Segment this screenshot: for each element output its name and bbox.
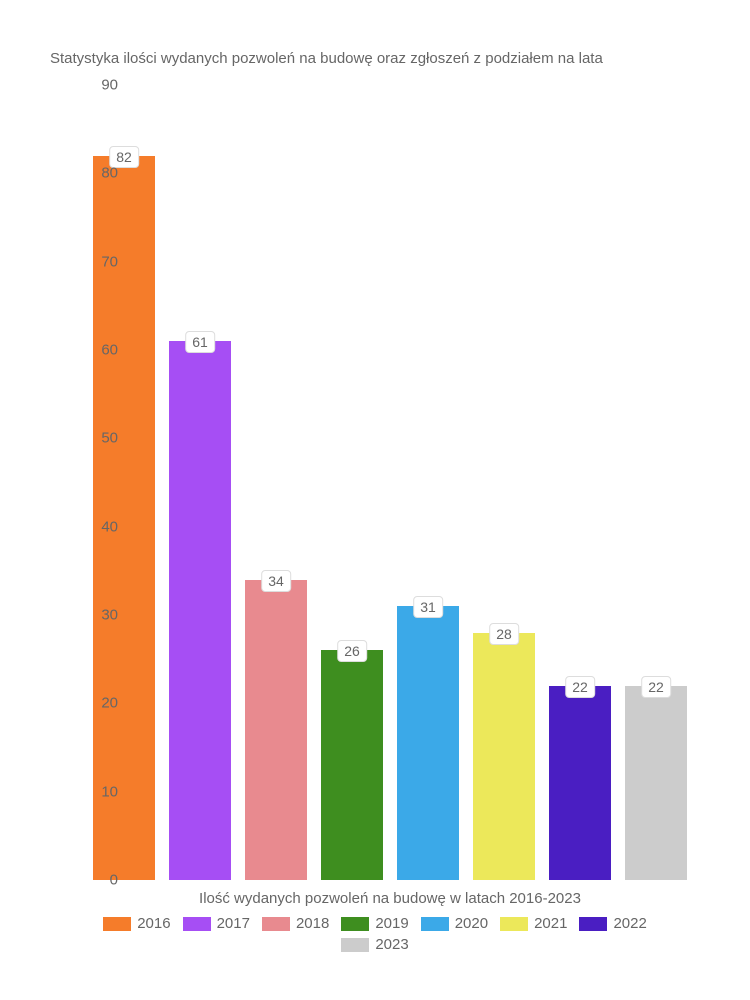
value-label-2018: 34 <box>261 570 291 592</box>
legend-label: 2019 <box>375 915 408 932</box>
legend-label: 2020 <box>455 915 488 932</box>
y-tick-label: 90 <box>101 77 118 94</box>
legend-item-2017: 2017 <box>183 915 250 932</box>
value-label-2022: 22 <box>565 676 595 698</box>
legend-label: 2022 <box>613 915 646 932</box>
legend-label: 2023 <box>375 936 408 953</box>
legend-label: 2017 <box>217 915 250 932</box>
bar-2020 <box>397 606 459 880</box>
plot-area: 8261342631282222 <box>85 85 695 880</box>
value-label-2023: 22 <box>641 676 671 698</box>
bar-2019 <box>321 650 383 880</box>
legend-label: 2018 <box>296 915 329 932</box>
legend-item-2016: 2016 <box>103 915 170 932</box>
legend-item-2023: 2023 <box>341 936 408 953</box>
bar-2017 <box>169 341 231 880</box>
y-tick-label: 50 <box>101 430 118 447</box>
value-label-2020: 31 <box>413 596 443 618</box>
legend-swatch <box>103 917 131 931</box>
y-tick-label: 20 <box>101 695 118 712</box>
legend-item-2022: 2022 <box>579 915 646 932</box>
y-tick-label: 30 <box>101 607 118 624</box>
value-label-2017: 61 <box>185 331 215 353</box>
legend: 2016 2017 2018 2019 2020 2021 2022 2023 <box>0 915 750 953</box>
legend-swatch <box>262 917 290 931</box>
y-tick-label: 10 <box>101 783 118 800</box>
value-label-2021: 28 <box>489 623 519 645</box>
legend-item-2021: 2021 <box>500 915 567 932</box>
legend-swatch <box>500 917 528 931</box>
legend-swatch <box>341 917 369 931</box>
bar-2023 <box>625 686 687 880</box>
bar-2018 <box>245 580 307 880</box>
chart-title: Statystyka ilości wydanych pozwoleń na b… <box>50 50 603 67</box>
legend-item-2019: 2019 <box>341 915 408 932</box>
legend-label: 2021 <box>534 915 567 932</box>
legend-swatch <box>183 917 211 931</box>
y-tick-label: 40 <box>101 518 118 535</box>
bar-2022 <box>549 686 611 880</box>
value-label-2019: 26 <box>337 640 367 662</box>
legend-label: 2016 <box>137 915 170 932</box>
legend-item-2018: 2018 <box>262 915 329 932</box>
y-tick-label: 60 <box>101 342 118 359</box>
legend-swatch <box>421 917 449 931</box>
y-tick-label: 70 <box>101 253 118 270</box>
legend-swatch <box>579 917 607 931</box>
legend-item-2020: 2020 <box>421 915 488 932</box>
legend-swatch <box>341 938 369 952</box>
chart-container: Statystyka ilości wydanych pozwoleń na b… <box>0 0 750 1000</box>
y-tick-label: 80 <box>101 165 118 182</box>
bar-2021 <box>473 633 535 880</box>
y-tick-label: 0 <box>110 872 118 889</box>
x-axis-title: Ilość wydanych pozwoleń na budowę w lata… <box>85 890 695 907</box>
